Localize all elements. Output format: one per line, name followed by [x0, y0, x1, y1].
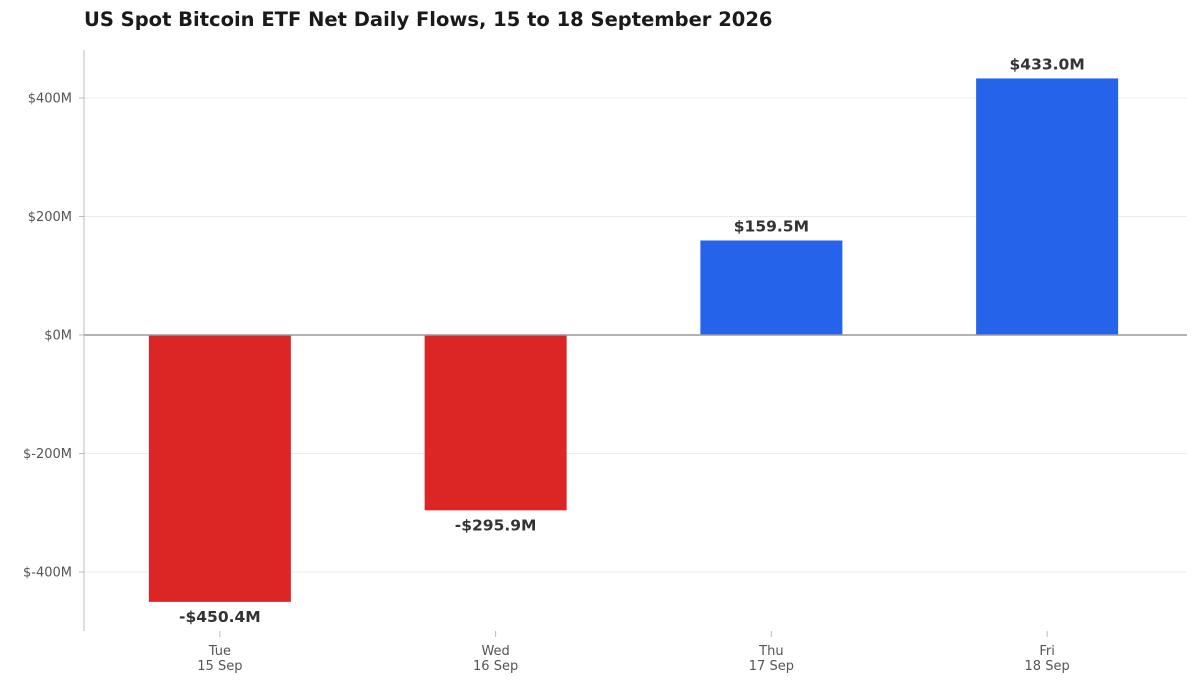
axes [79, 50, 1187, 637]
bar-thu [700, 240, 843, 335]
bar-value-label: -$450.4M [179, 608, 261, 626]
x-tick-label: Wed 16 Sep [473, 644, 518, 674]
y-tick-label: $400M [28, 92, 72, 107]
bar-tue [148, 335, 291, 602]
bar-value-label: $159.5M [734, 217, 809, 235]
x-tick-day: Wed [481, 644, 509, 659]
y-tick-label: $-200M [23, 447, 72, 462]
y-tick-label: $-400M [23, 566, 72, 581]
x-tick-day: Tue [208, 644, 231, 659]
x-tick-date: 16 Sep [473, 659, 518, 674]
x-tick-day: Fri [1039, 644, 1055, 659]
chart-title: US Spot Bitcoin ETF Net Daily Flows, 15 … [84, 8, 773, 31]
y-tick-label: $200M [28, 210, 72, 225]
bar-value-label: $433.0M [1010, 55, 1085, 73]
bars [148, 78, 1119, 602]
x-tick-label: Fri 18 Sep [1025, 644, 1070, 674]
y-tick-label: $0M [44, 329, 72, 344]
labels: $400M $200M $0M $-200M $-400M -$450.4M Tue 15 S… [23, 55, 1085, 674]
x-tick-label: Tue 15 Sep [197, 644, 242, 674]
bar-fri [976, 78, 1119, 335]
x-tick-date: 17 Sep [749, 659, 794, 674]
x-tick-label: Thu 17 Sep [749, 644, 794, 674]
x-tick-date: 15 Sep [197, 659, 242, 674]
x-tick-day: Thu [758, 644, 783, 659]
x-tick-date: 18 Sep [1025, 659, 1070, 674]
bar-wed [424, 335, 567, 511]
bar-value-label: -$295.9M [455, 516, 537, 534]
